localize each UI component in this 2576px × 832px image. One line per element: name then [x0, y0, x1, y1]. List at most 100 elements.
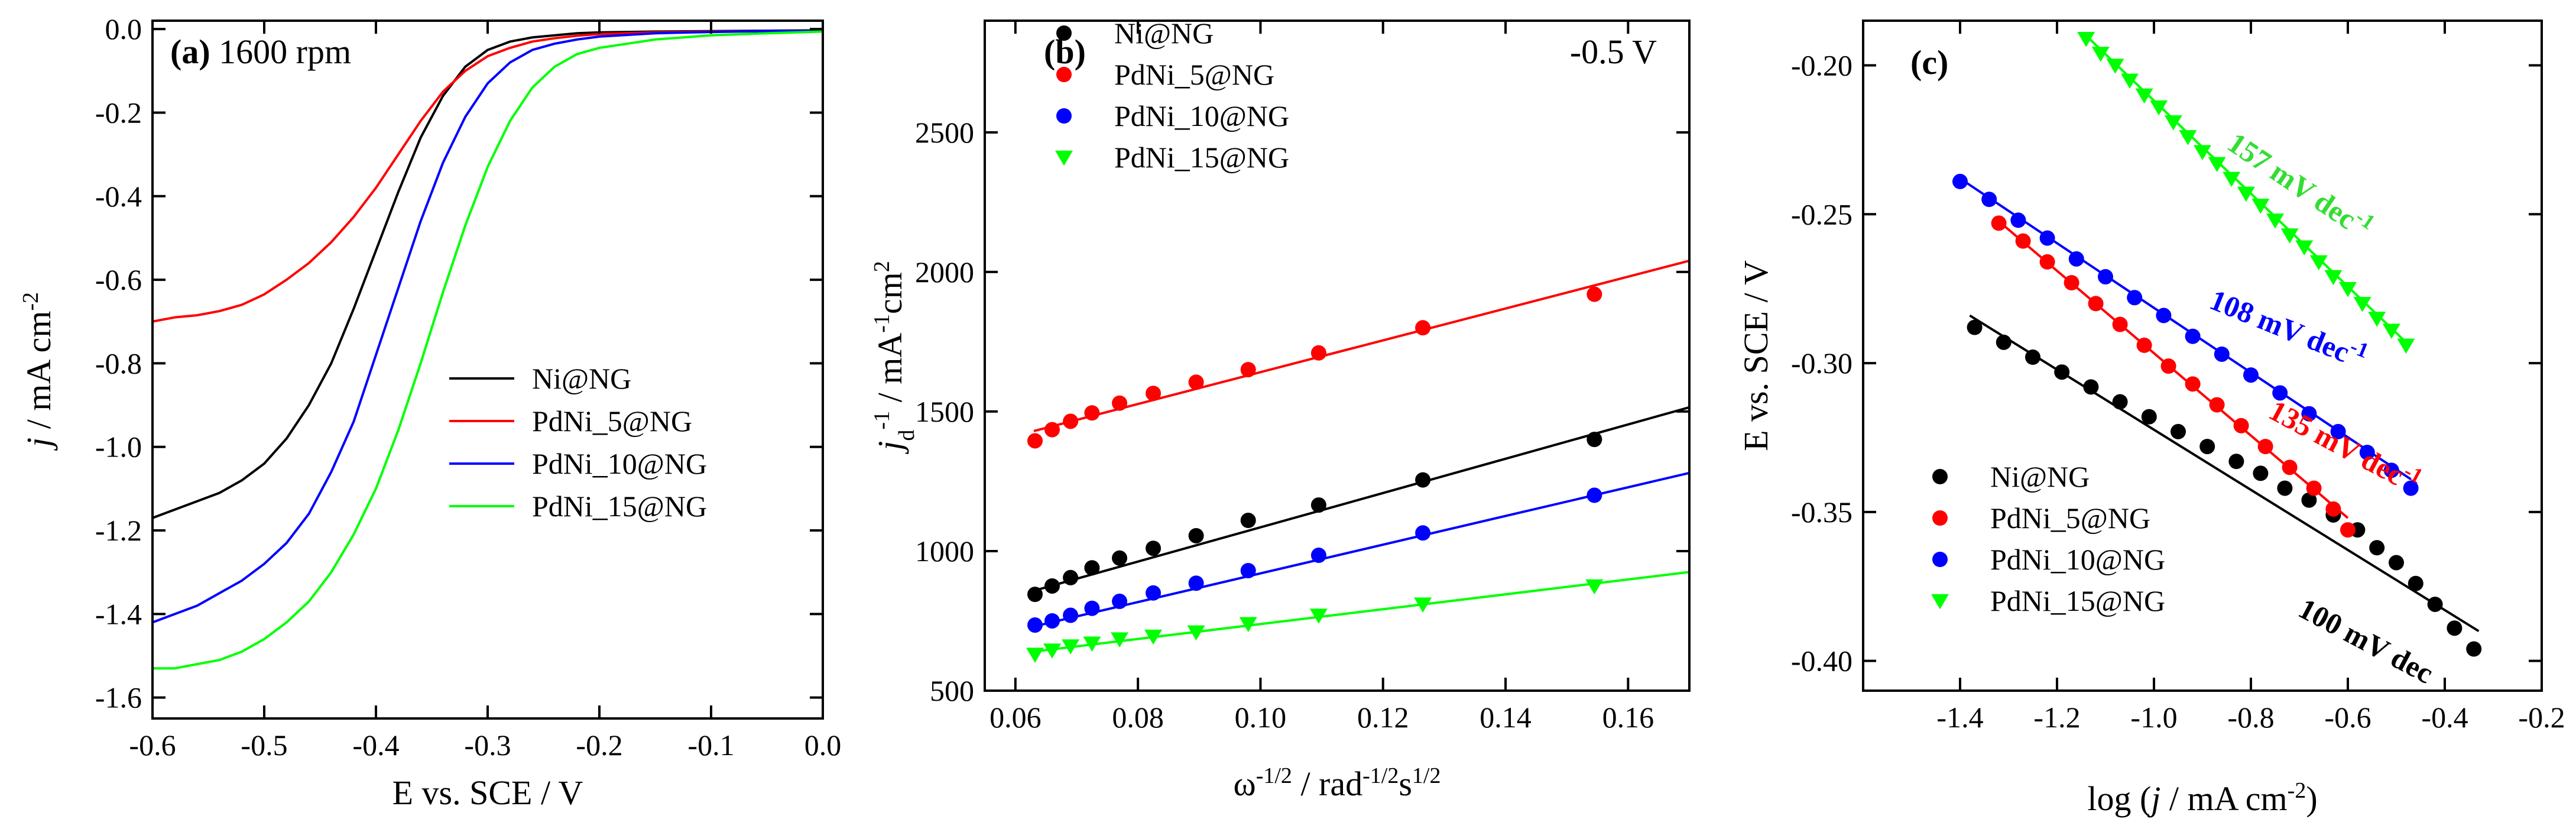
data-point-PdNi_10@NG: [1240, 563, 1256, 579]
x-tick-label: -0.4: [352, 729, 399, 762]
data-point-Ni@NG: [2025, 349, 2040, 365]
data-point-Ni@NG: [2389, 555, 2404, 571]
x-label-log: log (: [2087, 779, 2151, 818]
fit-line-PdNi_5@NG: [1033, 260, 1690, 432]
y-axis-label-symbol: j: [20, 438, 58, 451]
data-point-Ni@NG: [2141, 409, 2157, 425]
data-point-PdNi_5@NG: [2209, 397, 2225, 413]
legend-label-PdNi_10@NG: PdNi_10@NG: [1990, 543, 2165, 576]
data-point-PdNi_5@NG: [1112, 395, 1128, 411]
series-line-Ni@NG: [152, 29, 823, 519]
data-point-PdNi_15@NG: [1111, 632, 1129, 648]
data-point-Ni@NG: [2228, 454, 2244, 470]
data-point-PdNi_15@NG: [1043, 643, 1062, 659]
data-point-PdNi_15@NG: [2179, 130, 2197, 145]
data-point-Ni@NG: [2199, 439, 2215, 455]
x-label-unit: / mA cm: [2160, 779, 2287, 818]
y-tick-label: -0.6: [95, 263, 142, 296]
panel-a-title: (a) 1600 rpm: [170, 33, 351, 71]
y-tick-label: 2000: [915, 255, 974, 289]
y-tick-label: 0.0: [105, 12, 142, 46]
data-point-PdNi_5@NG: [2160, 358, 2176, 374]
data-point-PdNi_15@NG: [1239, 617, 1257, 632]
data-point-PdNi_10@NG: [2330, 423, 2346, 439]
data-point-PdNi_10@NG: [2403, 480, 2419, 496]
y-axis-label: E vs. SCE / V: [1737, 260, 1775, 451]
x-label-close: ): [2306, 779, 2317, 818]
data-point-PdNi_10@NG: [2272, 385, 2288, 401]
legend-label-PdNi_10@NG: PdNi_10@NG: [532, 447, 707, 480]
plot-frame: [1862, 20, 2543, 692]
slope-text: 135 mV dec: [2264, 393, 2409, 491]
x-label-exp: -1/2: [1256, 763, 1292, 788]
data-point-Ni@NG: [1310, 497, 1326, 513]
data-point-PdNi_5@NG: [1027, 433, 1043, 449]
data-point-PdNi_15@NG: [2223, 171, 2241, 187]
x-tick-label: -0.8: [2227, 701, 2274, 734]
panel-a-title-text: 1600 rpm: [210, 33, 351, 71]
y-axis-label-unit: / mA cm: [20, 311, 58, 438]
x-tick-label: 0.14: [1480, 701, 1532, 734]
data-point-PdNi_5@NG: [2064, 275, 2079, 291]
x-tick-label: -1.4: [1936, 701, 1983, 734]
x-label-exp: 1/2: [1412, 763, 1441, 788]
data-point-Ni@NG: [1063, 569, 1079, 585]
data-point-PdNi_5@NG: [1991, 215, 2007, 231]
legend-marker-PdNi_15@NG: [1931, 594, 1949, 610]
series-line-PdNi_5@NG: [152, 29, 823, 323]
data-point-Ni@NG: [2054, 364, 2070, 380]
data-point-Ni@NG: [1027, 587, 1043, 603]
y-label-sub: d: [894, 430, 919, 441]
slope-text: 100 mV dec: [2293, 591, 2439, 689]
data-point-PdNi_15@NG: [2368, 312, 2386, 327]
legend-label-PdNi_15@NG: PdNi_15@NG: [532, 490, 707, 523]
data-point-PdNi_5@NG: [1415, 320, 1431, 336]
x-tick-label: -1.0: [2130, 701, 2177, 734]
x-tick-label: -0.3: [464, 729, 511, 762]
data-point-PdNi_10@NG: [2098, 269, 2113, 285]
x-tick-label: -0.2: [2518, 701, 2565, 734]
data-point-PdNi_10@NG: [2039, 230, 2055, 246]
potential-annotation: -0.5 V: [1570, 33, 1657, 71]
data-point-PdNi_10@NG: [1112, 593, 1128, 609]
data-point-Ni@NG: [2447, 620, 2463, 636]
data-point-PdNi_10@NG: [2156, 307, 2172, 323]
data-point-PdNi_5@NG: [1044, 422, 1060, 438]
data-point-Ni@NG: [2171, 423, 2186, 439]
legend-label-PdNi_5@NG: PdNi_5@NG: [1114, 58, 1274, 91]
data-point-PdNi_5@NG: [2185, 376, 2201, 392]
data-point-PdNi_10@NG: [1952, 173, 1968, 189]
x-tick-label: -0.6: [2324, 701, 2371, 734]
y-label-unit: cm: [871, 272, 909, 314]
data-point-PdNi_10@NG: [2127, 290, 2143, 306]
data-point-PdNi_15@NG: [2194, 145, 2211, 160]
data-point-PdNi_5@NG: [2039, 254, 2055, 270]
x-tick-label: 0.06: [989, 701, 1042, 734]
y-tick-label: -1.4: [95, 597, 142, 630]
y-tick-label: -0.4: [95, 180, 142, 213]
x-axis-label: ω-1/2 / rad-1/2s1/2: [1234, 763, 1441, 803]
data-point-PdNi_15@NG: [2280, 228, 2299, 244]
panel-a: -0.6 -0.5 -0.4 -0.3 -0.2 -0.1 0.0 0.0 -0.2 -0.4 -0…: [18, 12, 841, 812]
x-tick-label: -0.5: [241, 729, 287, 762]
x-label-unit: s: [1399, 765, 1412, 803]
x-label-unit: / rad: [1292, 765, 1362, 803]
legend-label-PdNi_15@NG: PdNi_15@NG: [1990, 584, 2165, 617]
panel-a-title-letter: (a): [170, 33, 210, 71]
data-point-PdNi_10@NG: [2301, 406, 2317, 422]
data-point-PdNi_10@NG: [2214, 346, 2230, 362]
data-point-PdNi_5@NG: [2015, 233, 2031, 249]
y-tick-label: -0.25: [1791, 198, 1852, 231]
data-point-PdNi_15@NG: [1585, 579, 1604, 595]
data-point-Ni@NG: [1044, 578, 1060, 594]
data-point-PdNi_5@NG: [1084, 405, 1100, 421]
data-point-PdNi_10@NG: [1310, 548, 1326, 564]
y-label-exp: -1: [870, 314, 894, 333]
data-point-Ni@NG: [1240, 513, 1256, 529]
y-tick-label: -0.35: [1791, 496, 1852, 529]
data-point-PdNi_5@NG: [2112, 316, 2128, 332]
data-point-PdNi_5@NG: [1240, 362, 1256, 378]
legend-marker-Ni@NG: [1932, 469, 1948, 484]
data-point-Ni@NG: [2112, 394, 2128, 410]
x-tick-label: -0.4: [2421, 701, 2468, 734]
